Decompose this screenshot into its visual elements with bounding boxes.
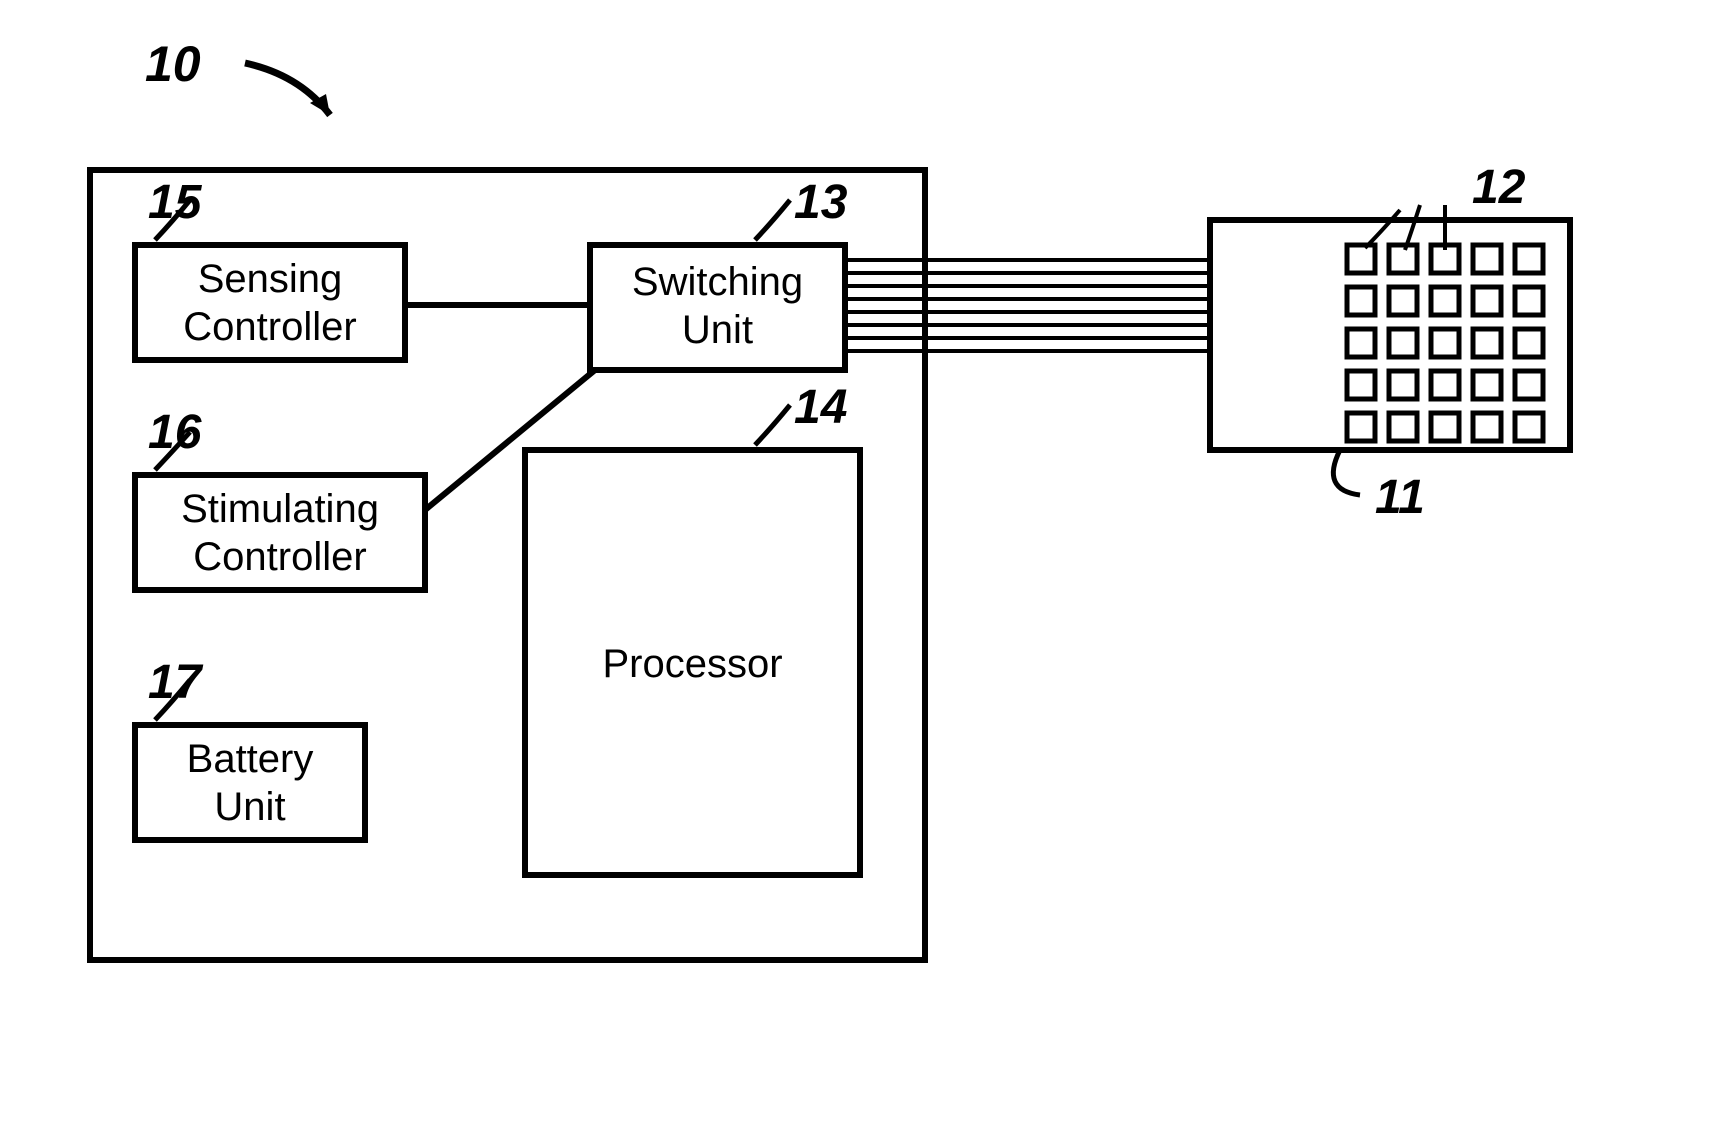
- ref-label-14: 14: [794, 380, 847, 435]
- processor-line1: Processor: [530, 640, 855, 688]
- block-diagram: 10 15 16 17 13 14 12 11 Sensing Controll…: [0, 0, 1711, 1130]
- battery-line2: Unit: [140, 783, 360, 831]
- stimulating-label: Stimulating Controller: [140, 485, 420, 581]
- sensing-line2: Controller: [145, 303, 395, 351]
- switching-label: Switching Unit: [595, 258, 840, 354]
- processor-label: Processor: [530, 640, 855, 688]
- battery-label: Battery Unit: [140, 735, 360, 831]
- ref-label-12: 12: [1472, 160, 1525, 215]
- sensing-label: Sensing Controller: [145, 255, 395, 351]
- ref-label-16: 16: [148, 405, 201, 460]
- ref-hook-14: [755, 405, 790, 445]
- switching-line1: Switching: [595, 258, 840, 306]
- ref-label-17: 17: [148, 655, 201, 710]
- ref-hook-11: [1333, 450, 1360, 495]
- battery-line1: Battery: [140, 735, 360, 783]
- ref-label-13: 13: [794, 175, 847, 230]
- switching-line2: Unit: [595, 306, 840, 354]
- sensing-line1: Sensing: [145, 255, 395, 303]
- ref-label-15: 15: [148, 175, 201, 230]
- ref-label-10: 10: [145, 35, 201, 93]
- ref-hook-13: [755, 200, 790, 240]
- stimulating-line2: Controller: [140, 533, 420, 581]
- stimulating-line1: Stimulating: [140, 485, 420, 533]
- ref-label-11: 11: [1375, 470, 1425, 525]
